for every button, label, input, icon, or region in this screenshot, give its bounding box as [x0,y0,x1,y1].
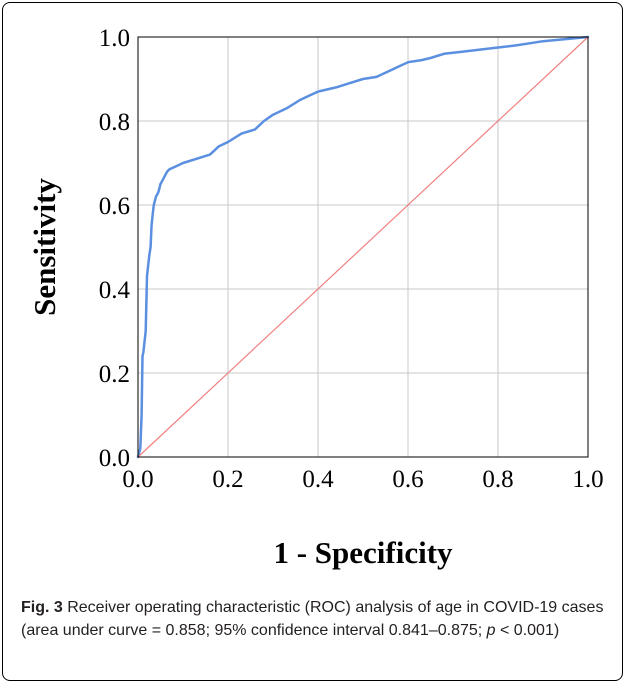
y-tick-labels: 0.0 0.2 0.4 0.6 0.8 1.0 [99,25,131,472]
y-tick-label: 0.2 [99,361,130,388]
x-tick-label: 0.4 [302,466,334,493]
y-tick-label: 0.0 [99,445,130,472]
y-tick-label: 0.8 [99,109,130,136]
y-tick-label: 0.6 [99,193,130,220]
p-symbol: p [486,622,496,639]
x-axis-title: 1 - Specificity [273,535,453,570]
caption-text: Receiver operating characteristic (ROC) … [21,599,604,639]
roc-curve [136,35,590,459]
x-tick-label: 1.0 [572,466,603,493]
roc-chart: 0.0 0.2 0.4 0.6 0.8 1.0 0.0 0.2 0.4 0.6 0.8 1.0 1 … [27,25,604,570]
caption-text-end: < 0.001) [495,622,560,639]
y-tick-label: 1.0 [99,25,130,52]
y-axis-title: Sensitivity [27,178,62,316]
series-layer [136,35,590,459]
plot-area-border [137,36,589,458]
x-tick-label: 0.0 [122,466,153,493]
y-tick-label: 0.4 [99,277,131,304]
x-tick-labels: 0.0 0.2 0.4 0.6 0.8 1.0 [122,466,603,493]
figure-label: Fig. 3 [21,599,63,616]
x-tick-label: 0.2 [212,466,243,493]
x-tick-label: 0.8 [482,466,513,493]
reference-diagonal-line [137,36,589,458]
figure-caption: Fig. 3 Receiver operating characteristic… [21,596,611,642]
x-tick-label: 0.6 [392,466,423,493]
